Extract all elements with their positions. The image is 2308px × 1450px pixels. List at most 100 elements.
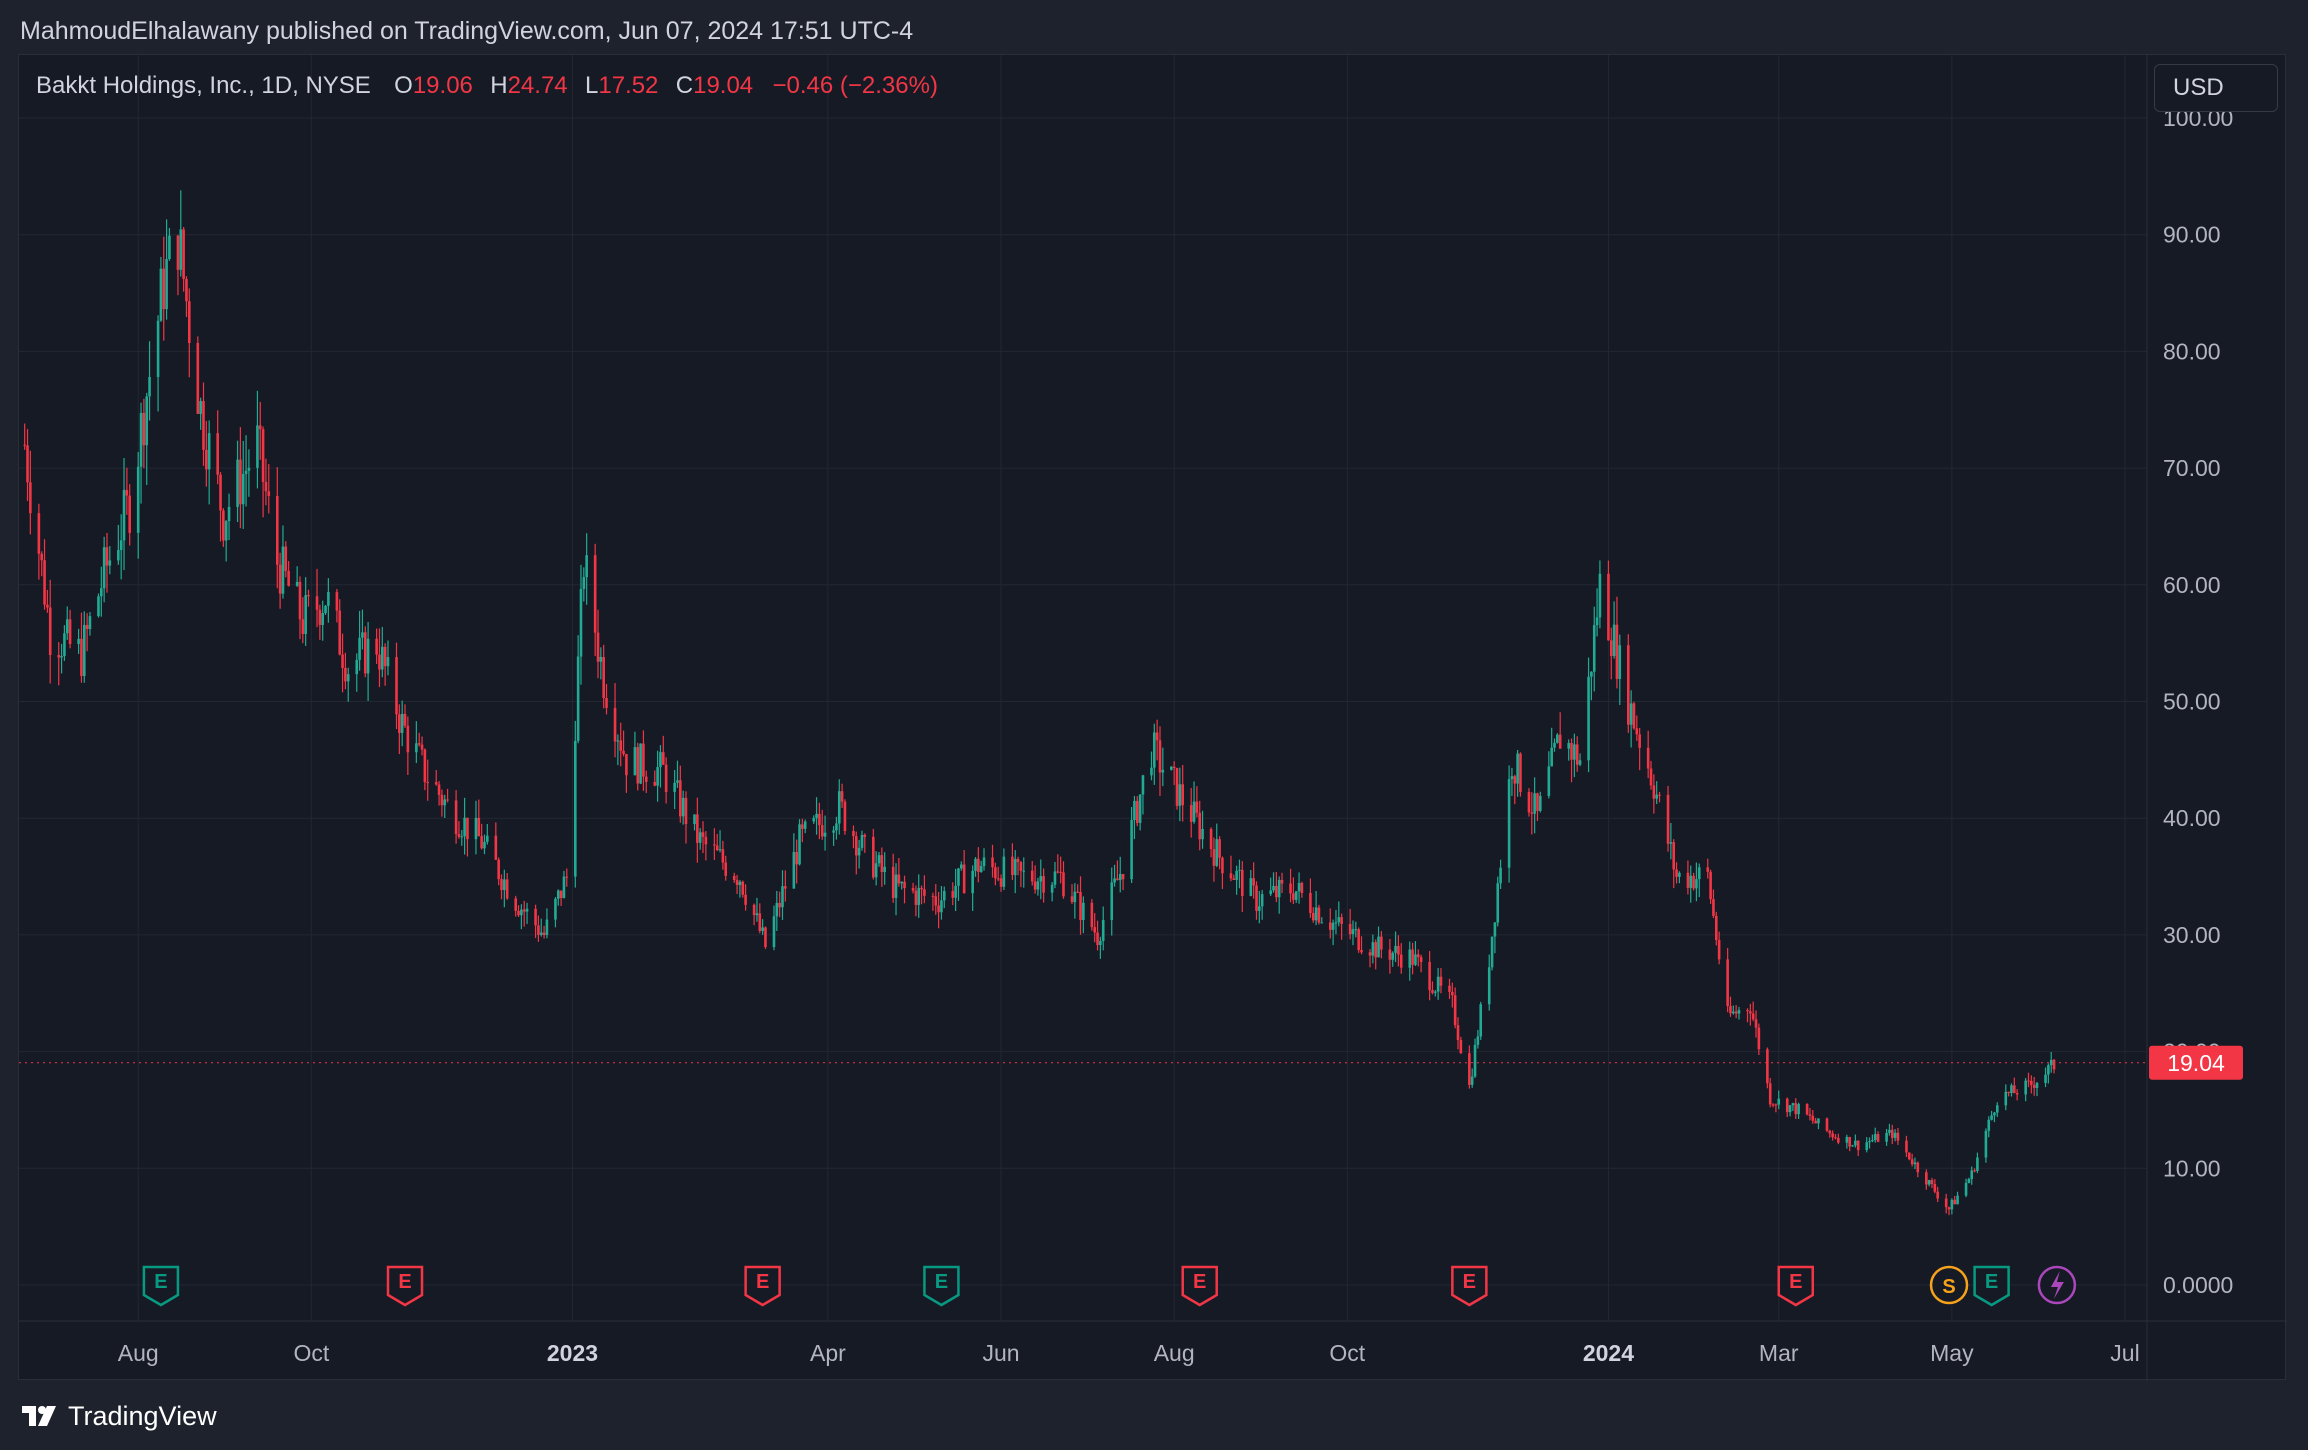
candle-body	[68, 619, 72, 644]
candle-body	[1056, 871, 1060, 873]
earnings-marker-icon	[142, 1265, 180, 1307]
candle-body	[423, 749, 427, 783]
candles	[23, 190, 2056, 1216]
candle-body	[1320, 922, 1324, 924]
candle-body	[1033, 881, 1037, 890]
candle-body	[1629, 703, 1633, 725]
candle-body	[281, 546, 285, 594]
candle-body	[2047, 1065, 2050, 1075]
candle-body	[1198, 812, 1202, 840]
candle-body	[1570, 743, 1573, 760]
candle-body	[724, 862, 728, 876]
candle-body	[903, 881, 906, 889]
candle-body	[1292, 893, 1295, 900]
low-label: L	[584, 72, 599, 99]
candle-body	[1101, 919, 1105, 941]
open-label: O	[394, 72, 413, 99]
candle-body	[1925, 1172, 1928, 1185]
chart-panel[interactable]: 0.000010.0020.0030.0040.0050.0060.0070.0…	[18, 54, 2287, 1381]
candle-body	[696, 814, 699, 843]
candle-body	[119, 540, 123, 551]
candle-body	[596, 632, 600, 662]
candle-body	[661, 752, 665, 765]
candle-body	[2052, 1059, 2056, 1070]
candle-body	[1096, 932, 1099, 945]
candle-body	[1240, 869, 1244, 896]
candle-body	[1073, 891, 1077, 903]
candle-body	[1678, 872, 1681, 877]
candle-body	[1947, 1207, 1951, 1210]
candle-body	[755, 913, 759, 916]
candle-body	[698, 832, 702, 843]
candle-body	[937, 905, 940, 913]
split-marker-icon	[1929, 1265, 1969, 1305]
candle-body	[494, 835, 498, 860]
candle-body	[1785, 1098, 1789, 1113]
candle-body	[1189, 805, 1193, 822]
candle-body	[227, 506, 231, 522]
candle-body	[2035, 1082, 2039, 1088]
candle-body	[2010, 1085, 2013, 1094]
candle-body	[1459, 1040, 1463, 1054]
currency-button[interactable]: USD	[2154, 64, 2278, 112]
change-value: −0.46 (−2.36%)	[772, 72, 938, 99]
candle-body	[1777, 1098, 1781, 1105]
candle-body	[1837, 1137, 1840, 1143]
candle-body	[1374, 942, 1377, 958]
candle-body	[46, 604, 49, 608]
candle-body	[2015, 1093, 2019, 1095]
candle-body	[741, 881, 745, 895]
candle-body	[85, 624, 89, 630]
candle-body	[738, 881, 742, 885]
earnings-marker-icon	[386, 1265, 424, 1307]
candle-body	[971, 870, 974, 894]
candle-body	[1507, 779, 1511, 868]
candle-body	[2013, 1085, 2016, 1094]
candle-body	[974, 858, 977, 871]
open-value: 19.06	[412, 72, 473, 99]
candle-body	[1076, 891, 1079, 893]
candle-body	[1856, 1140, 1860, 1151]
x-tick-label: Oct	[293, 1340, 329, 1366]
candle-body	[1416, 954, 1420, 958]
candle-body	[1791, 1103, 1795, 1106]
x-tick-label: Jun	[982, 1340, 1019, 1366]
brand-name: TradingView	[68, 1400, 217, 1431]
candle-body	[457, 834, 461, 837]
candle-body	[474, 817, 478, 840]
candle-body	[1964, 1182, 1968, 1196]
candle-body	[639, 743, 642, 784]
candle-body	[1788, 1105, 1792, 1113]
candle-body	[835, 823, 838, 831]
price-chart[interactable]: 0.000010.0020.0030.0040.0050.0060.0070.0…	[19, 55, 2287, 1381]
candle-body	[1499, 867, 1502, 884]
candle-body	[1553, 742, 1556, 748]
candle-body	[619, 740, 623, 751]
candle-body	[199, 401, 202, 414]
candle-body	[1238, 869, 1241, 871]
candle-body	[954, 885, 957, 898]
candle-body	[1737, 1010, 1741, 1014]
tradingview-brand[interactable]: TradingView	[20, 1396, 217, 1436]
candle-body	[1289, 883, 1292, 894]
candle-body	[877, 855, 881, 864]
published-by-line: MahmoudElhalawany published on TradingVi…	[20, 17, 914, 45]
candle-body	[247, 467, 251, 471]
candle-body	[761, 927, 764, 931]
candle-body	[1133, 800, 1136, 821]
candle-body	[815, 813, 818, 819]
candle-body	[1110, 882, 1114, 920]
candle-body	[1831, 1133, 1834, 1138]
candle-body	[891, 866, 895, 898]
candle-body	[1135, 800, 1139, 823]
candle-body	[142, 412, 146, 446]
candle-body	[545, 919, 549, 936]
candle-body	[1627, 645, 1630, 725]
candle-body	[1706, 867, 1710, 872]
earnings-marker-icon	[1181, 1265, 1218, 1307]
candle-body	[344, 667, 347, 682]
candle-body	[327, 592, 330, 606]
candle-body	[179, 229, 183, 270]
grid-lines	[19, 55, 2147, 1321]
low-value: 17.52	[598, 72, 659, 99]
